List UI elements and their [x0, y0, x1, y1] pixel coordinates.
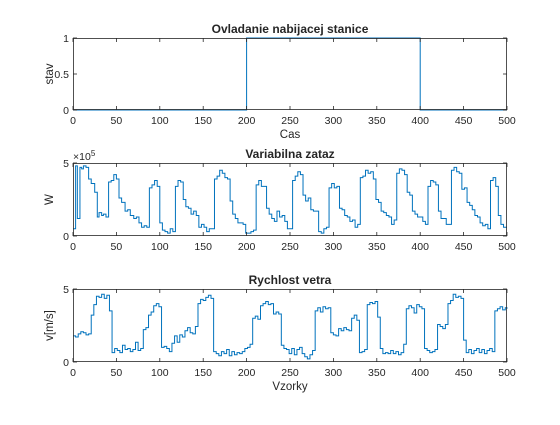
chart-title: Rychlost vetra: [249, 273, 332, 287]
x-tick-label: 450: [455, 115, 473, 127]
x-tick-label: 400: [411, 115, 429, 127]
x-tick-label: 350: [368, 115, 386, 127]
x-tick-label: 0: [70, 115, 76, 127]
x-tick-label: 50: [111, 367, 123, 379]
x-tick-label: 350: [368, 367, 386, 379]
x-tick-label: 300: [325, 241, 343, 253]
x-tick-label: 50: [111, 241, 123, 253]
x-tick-label: 500: [498, 241, 516, 253]
x-tick-label: 150: [194, 367, 212, 379]
y-tick-label: 0: [63, 105, 69, 117]
x-tick-label: 500: [498, 367, 516, 379]
x-tick-label: 500: [498, 115, 516, 127]
series-line-1: [73, 165, 507, 234]
x-tick-label: 200: [238, 241, 256, 253]
y-axis-label: stav: [44, 63, 56, 84]
x-tick-label: 150: [194, 115, 212, 127]
y-axis-label: W: [44, 194, 56, 205]
chart-title: Variabilna zataz: [245, 147, 334, 161]
y-tick-label: 0.5: [54, 69, 69, 81]
subplot-1: 0 50 100 150 200 250 300 350 400 450 500 0 0.5 1 Ovlad…: [44, 22, 516, 141]
axes-background: [73, 163, 507, 236]
y-exponent-label: ×105: [73, 149, 96, 163]
x-axis-label: Cas: [280, 129, 301, 141]
x-tick-label: 450: [455, 367, 473, 379]
x-tick-label: 0: [70, 367, 76, 379]
y-tick-label: 5: [63, 284, 69, 296]
subplot-3: 0 50 100 150 200 250 300 350 400 450 500 0 5 Rychlost…: [44, 273, 516, 393]
x-tick-label: 0: [70, 241, 76, 253]
x-tick-label: 50: [111, 115, 123, 127]
x-tick-label: 300: [325, 115, 343, 127]
x-tick-label: 100: [151, 241, 169, 253]
x-tick-label: 350: [368, 241, 386, 253]
x-tick-label: 250: [281, 115, 299, 127]
x-tick-label: 250: [281, 367, 299, 379]
x-tick-label: 300: [325, 367, 343, 379]
y-axis-label: v[m/s]: [44, 310, 56, 341]
y-tick-label: 0: [63, 357, 69, 369]
x-tick-label: 200: [238, 367, 256, 379]
x-tick-label: 450: [455, 241, 473, 253]
x-tick-label: 100: [151, 367, 169, 379]
y-tick-label: 1: [63, 33, 69, 45]
x-tick-label: 250: [281, 241, 299, 253]
y-tick-label: 5: [63, 158, 69, 170]
x-tick-label: 400: [411, 241, 429, 253]
axes-background: [73, 38, 507, 110]
chart-title: Ovladanie nabijacej stanice: [212, 22, 369, 36]
x-axis-label: Vzorky: [272, 381, 307, 393]
series-line-1: [73, 293, 508, 360]
x-tick-label: 400: [411, 367, 429, 379]
subplot-2: 0 50 100 150 200 250 300 350 400 450 500 0 5 ×105 Vari…: [44, 147, 516, 253]
x-tick-label: 200: [238, 115, 256, 127]
y-tick-label: 0: [63, 231, 69, 243]
axes-background: [73, 289, 507, 362]
x-tick-label: 100: [151, 115, 169, 127]
x-tick-label: 150: [194, 241, 212, 253]
